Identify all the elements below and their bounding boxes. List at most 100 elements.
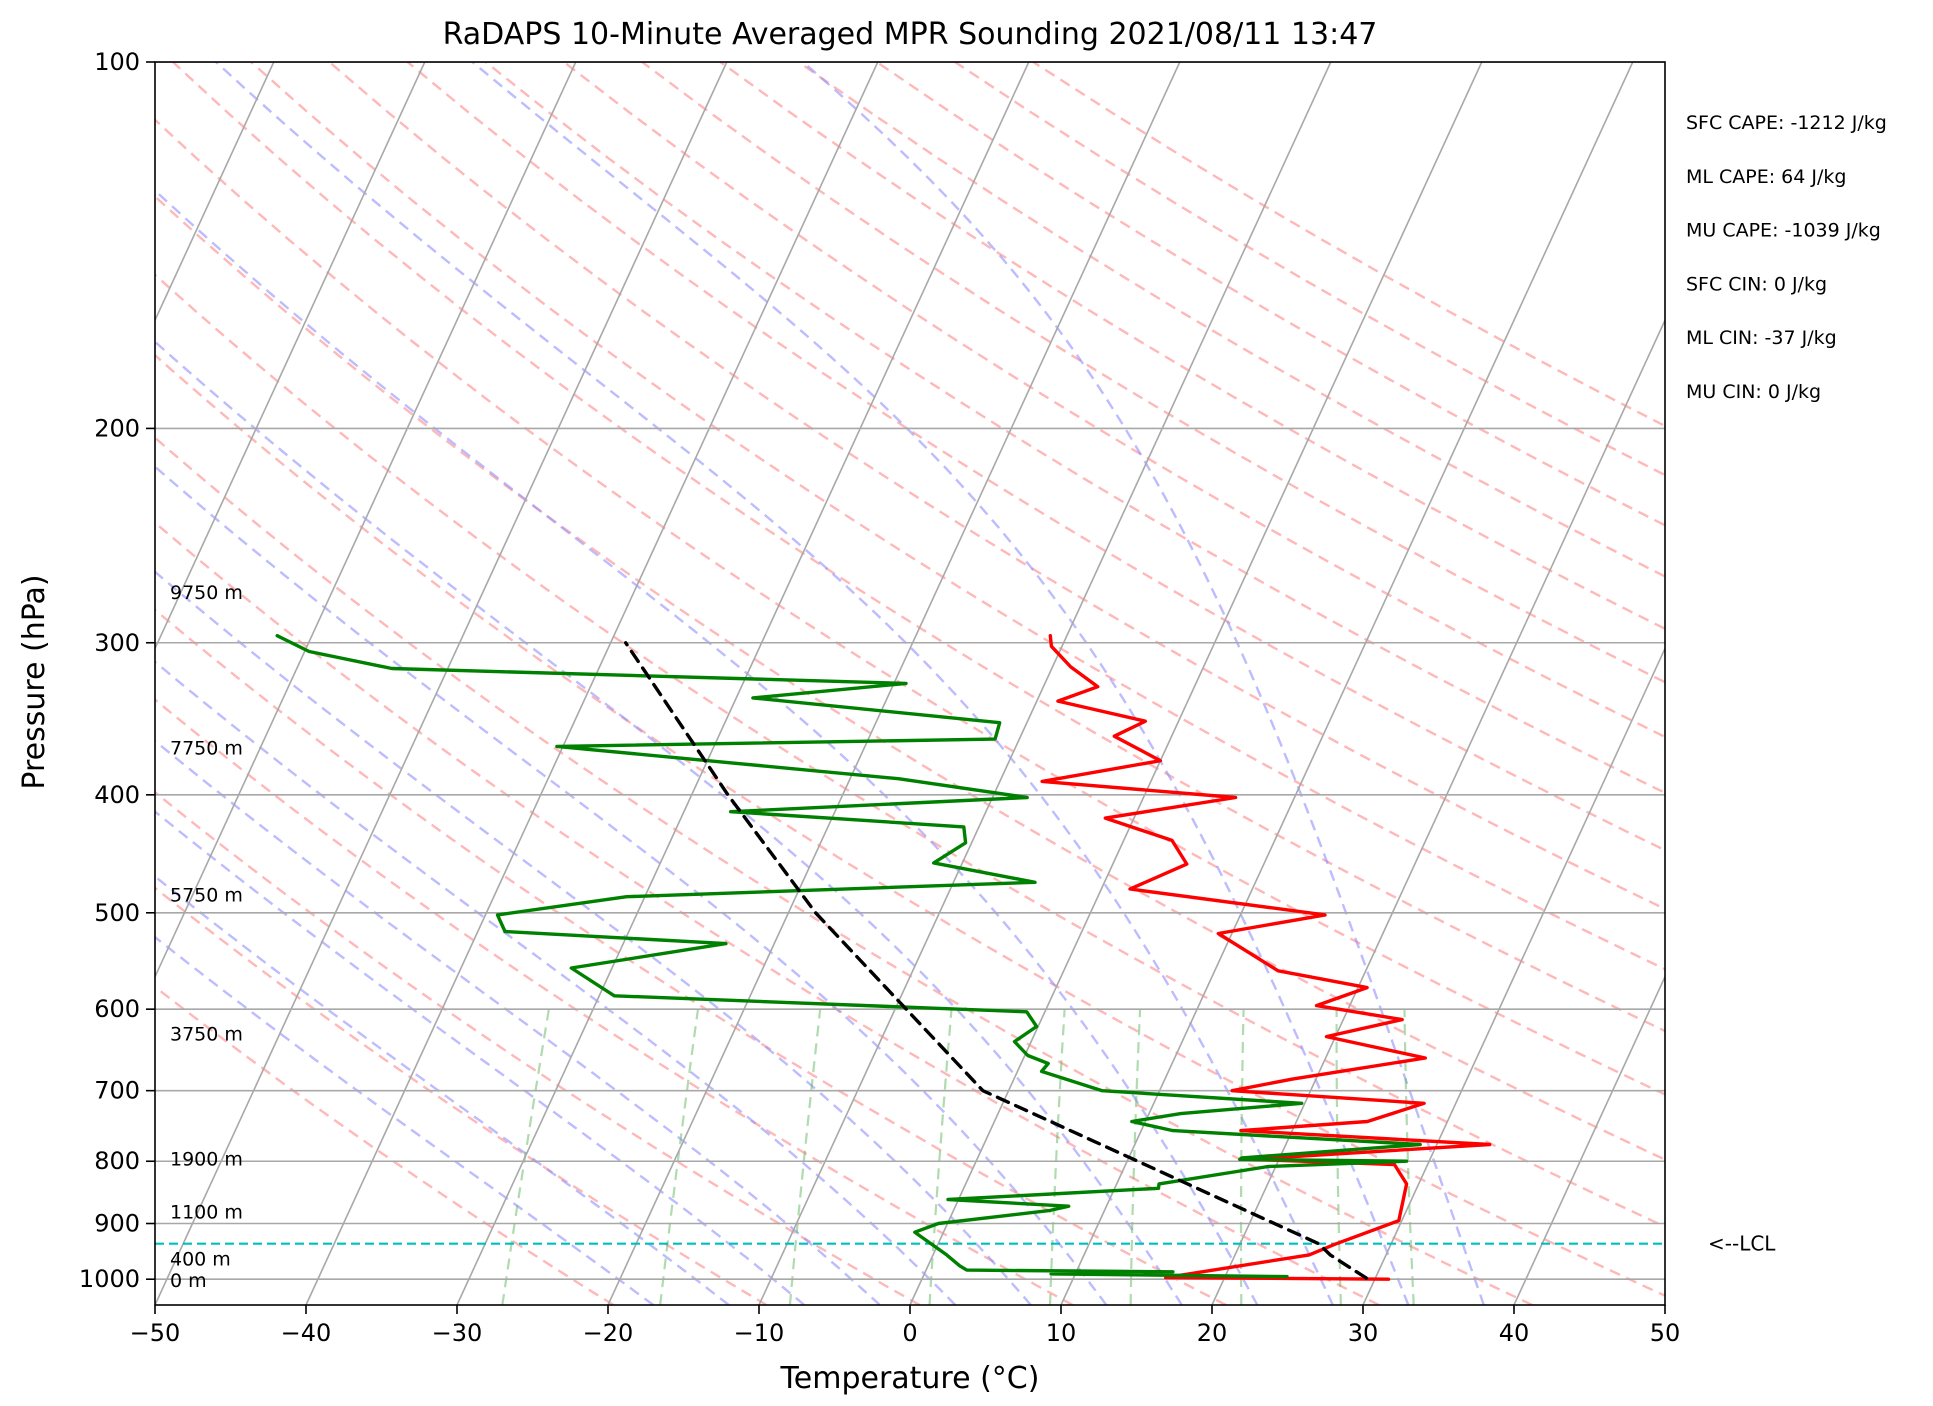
x-tick-label: −10 [734, 1319, 785, 1347]
height-label: 5750 m [170, 884, 243, 906]
moist-adiabat [155, 739, 881, 1305]
temperature-trace [1040, 634, 1492, 1281]
dewpoint-trace [275, 634, 1422, 1279]
y-tick-label: 200 [94, 414, 140, 442]
height-label: 9750 m [170, 582, 243, 604]
moist-adiabat [155, 660, 957, 1305]
dry-adiabat [155, 521, 1380, 1305]
y-tick-label: 500 [94, 899, 140, 927]
dry-adiabat [155, 698, 1074, 1305]
isotherm [1060, 62, 1634, 1305]
isotherm [155, 62, 577, 979]
mixing-ratio-line [928, 1009, 953, 1305]
dry-adiabat [155, 194, 1665, 1161]
dry-adiabat [155, 273, 1665, 1229]
moist-adiabat [155, 340, 1183, 1305]
y-axis-ticks: 100 200 300 400 500 600 700 800 900 1000 [79, 48, 155, 1293]
y-tick-label: 600 [94, 995, 140, 1023]
x-tick-label: 10 [1046, 1319, 1077, 1347]
height-label: 7750 m [170, 737, 243, 759]
dry-adiabat [155, 353, 1665, 1297]
sounding-traces [275, 634, 1492, 1281]
x-tick-label: −20 [583, 1319, 634, 1347]
dry-adiabat [1032, 62, 1665, 428]
stability-index: SFC CAPE: -1212 J/kg [1686, 112, 1887, 134]
parcel-trace [624, 641, 1368, 1280]
isotherm [1362, 646, 1665, 1305]
isotherm [305, 62, 879, 1305]
dry-adiabat [876, 62, 1665, 527]
dry-adiabat [155, 985, 615, 1305]
y-tick-label: 800 [94, 1147, 140, 1175]
x-tick-label: −50 [130, 1319, 181, 1347]
isotherm [1664, 1303, 1665, 1305]
height-label: 1100 m [170, 1201, 243, 1223]
isotherm [155, 62, 426, 651]
mixing-ratio-line [788, 1009, 822, 1305]
x-tick-label: 50 [1650, 1319, 1681, 1347]
height-label: 3750 m [170, 1023, 243, 1045]
moist-adiabat [155, 188, 1259, 1305]
isotherm [1211, 318, 1665, 1305]
y-tick-label: 900 [94, 1210, 140, 1238]
x-tick-label: 0 [902, 1319, 917, 1347]
stability-indices: SFC CAPE: -1212 J/kg ML CAPE: 64 J/kg MU C… [1686, 112, 1887, 403]
y-axis-label: Pressure (hPa) [17, 574, 52, 789]
dry-adiabat [797, 62, 1665, 578]
mixing-ratio-line [1129, 1009, 1142, 1305]
y-tick-label: 1000 [79, 1265, 140, 1293]
height-label: 1900 m [170, 1148, 243, 1170]
dry-adiabat [172, 62, 1665, 1033]
dry-adiabat [484, 62, 1665, 795]
x-tick-label: 20 [1197, 1319, 1228, 1347]
x-tick-label: 40 [1499, 1319, 1530, 1347]
dry-adiabat [155, 436, 1533, 1305]
stability-index: ML CIN: -37 J/kg [1686, 327, 1837, 349]
moist-adiabat [155, 935, 655, 1305]
x-tick-label: 30 [1348, 1319, 1379, 1347]
dry-adiabat [641, 62, 1665, 684]
isotherm [155, 62, 728, 1305]
dry-adiabat [328, 62, 1665, 911]
height-label: 400 m [170, 1249, 231, 1271]
stability-index: MU CIN: 0 J/kg [1686, 381, 1821, 403]
dry-adiabat [155, 886, 768, 1305]
moist-adiabat [802, 62, 1485, 1305]
moist-adiabat [155, 874, 730, 1305]
mixing-ratio-line [1335, 1009, 1342, 1305]
x-axis-label: Temperature (°C) [780, 1361, 1040, 1396]
height-label: 0 m [170, 1270, 207, 1292]
lcl-label: <--LCL [1708, 1232, 1776, 1256]
moist-adiabat [155, 570, 1032, 1305]
y-tick-label: 400 [94, 781, 140, 809]
y-tick-label: 700 [94, 1077, 140, 1105]
mixing-ratio-line [1403, 1009, 1415, 1305]
moist-adiabat [471, 62, 1410, 1305]
isotherm [909, 62, 1483, 1305]
mixing-ratio-line [659, 1009, 700, 1305]
stability-index: MU CAPE: -1039 J/kg [1686, 220, 1881, 242]
mixing-ratio-line [1048, 1009, 1066, 1305]
isotherm [155, 62, 275, 323]
y-tick-label: 100 [94, 48, 140, 76]
mixing-ratio-line [501, 1009, 550, 1305]
stability-index: SFC CIN: 0 J/kg [1686, 273, 1827, 295]
dry-adiabat [954, 62, 1665, 477]
isotherm [456, 62, 1030, 1305]
dry-adiabat [155, 790, 921, 1305]
dry-adiabat [250, 62, 1665, 971]
chart-title: RaDAPS 10-Minute Averaged MPR Sounding 2… [443, 17, 1378, 52]
stability-index: ML CAPE: 64 J/kg [1686, 166, 1846, 188]
isotherm [758, 62, 1332, 1305]
x-tick-label: −40 [281, 1319, 332, 1347]
background-lines [155, 62, 1665, 1305]
isotherm [1513, 974, 1665, 1305]
dry-adiabat [155, 608, 1227, 1305]
x-axis-ticks: −50 −40 −30 −20 −10 0 10 20 30 40 50 [130, 1305, 1681, 1347]
height-labels: 9750 m 7750 m 5750 m 3750 m 1900 m 1100 m 400 … [170, 582, 243, 1292]
moist-adiabat [155, 810, 806, 1305]
x-tick-label: −30 [432, 1319, 483, 1347]
dry-adiabat [155, 118, 1665, 1096]
moist-adiabat [215, 62, 1334, 1305]
